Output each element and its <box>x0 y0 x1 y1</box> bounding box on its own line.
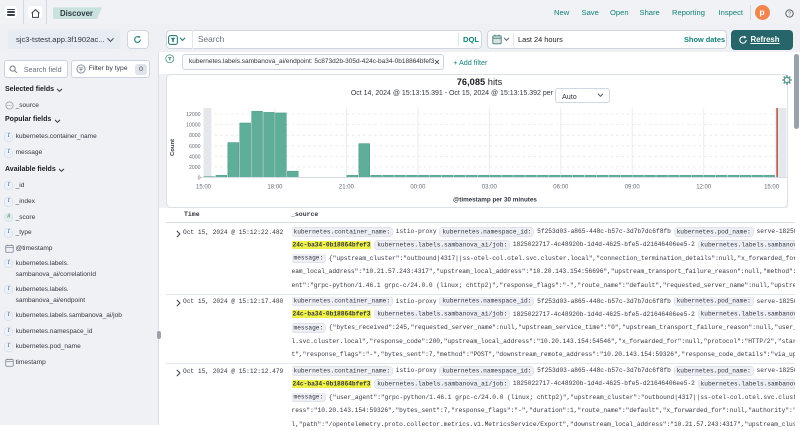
svg-text:8000: 8000 <box>189 133 201 139</box>
svg-text:?: ? <box>787 11 790 17</box>
svg-text:4000: 4000 <box>189 154 201 160</box>
svg-text:06:00: 06:00 <box>553 185 569 191</box>
svg-text:00:00: 00:00 <box>410 185 426 191</box>
svg-text:21:00: 21:00 <box>339 185 355 191</box>
svg-text:10000: 10000 <box>186 123 201 129</box>
svg-text:@timestamp per 30 minutes: @timestamp per 30 minutes <box>453 197 537 204</box>
svg-text:09:00: 09:00 <box>625 185 641 191</box>
svg-text:03:00: 03:00 <box>482 185 498 191</box>
svg-text:Count: Count <box>170 139 176 156</box>
svg-text:2000: 2000 <box>189 165 201 171</box>
svg-text:18:00: 18:00 <box>267 185 283 191</box>
svg-text:0: 0 <box>198 176 201 182</box>
svg-text:12000: 12000 <box>186 112 201 118</box>
svg-text:12:00: 12:00 <box>696 185 712 191</box>
svg-text:6000: 6000 <box>189 144 201 150</box>
svg-text:15:00: 15:00 <box>196 185 212 191</box>
svg-text:15:00: 15:00 <box>764 185 780 191</box>
